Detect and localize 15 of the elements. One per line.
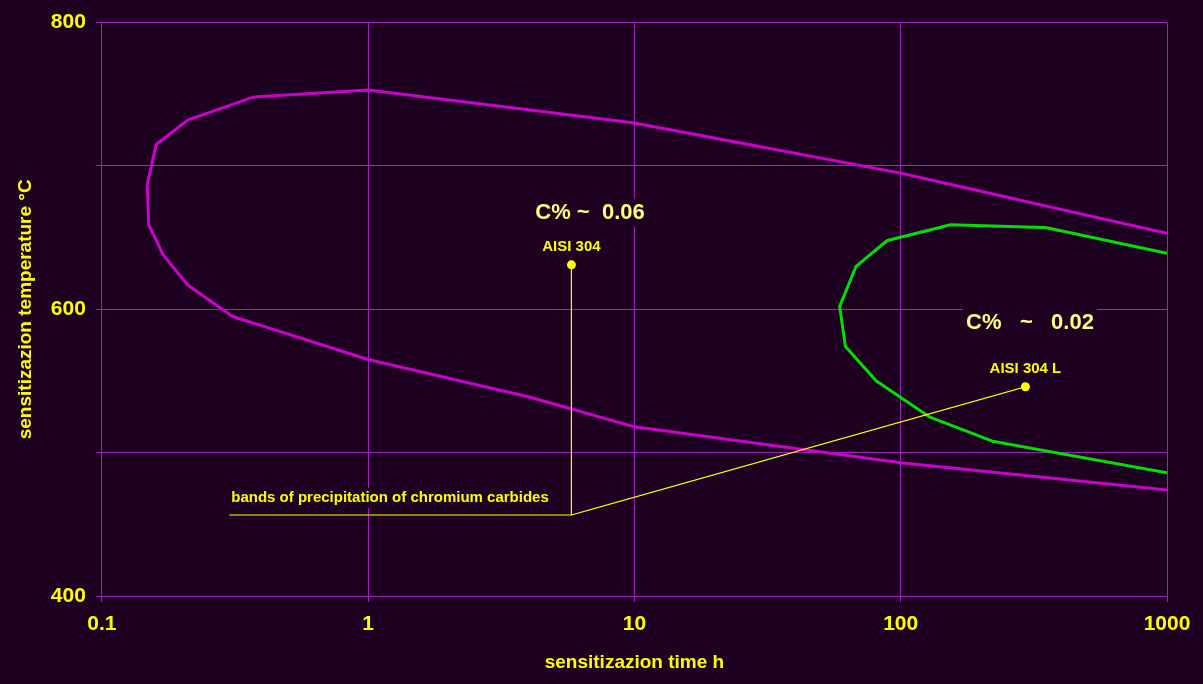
x-axis-title: sensitizazion time h bbox=[544, 650, 725, 672]
annotation: bands of precipitation of chromium carbides bbox=[231, 488, 549, 506]
x-tick-label: 10 bbox=[622, 611, 647, 635]
annotation: C% ~ 0.02 bbox=[966, 309, 1094, 335]
x-tick-label: 100 bbox=[883, 611, 919, 635]
annotation: C% ~ 0.06 bbox=[535, 199, 645, 225]
y-axis-title: sensitizazion temperature °C bbox=[13, 179, 35, 440]
x-tick-label: 1 bbox=[362, 611, 375, 635]
x-tick-label: 1000 bbox=[1143, 611, 1191, 635]
y-tick-label: 600 bbox=[50, 296, 86, 320]
x-tick-label: 0.1 bbox=[87, 611, 117, 635]
annotation: AISI 304 L bbox=[989, 358, 1062, 376]
y-tick-label: 400 bbox=[50, 582, 86, 606]
annotation: AISI 304 bbox=[542, 237, 602, 254]
y-tick-label: 800 bbox=[50, 9, 86, 33]
